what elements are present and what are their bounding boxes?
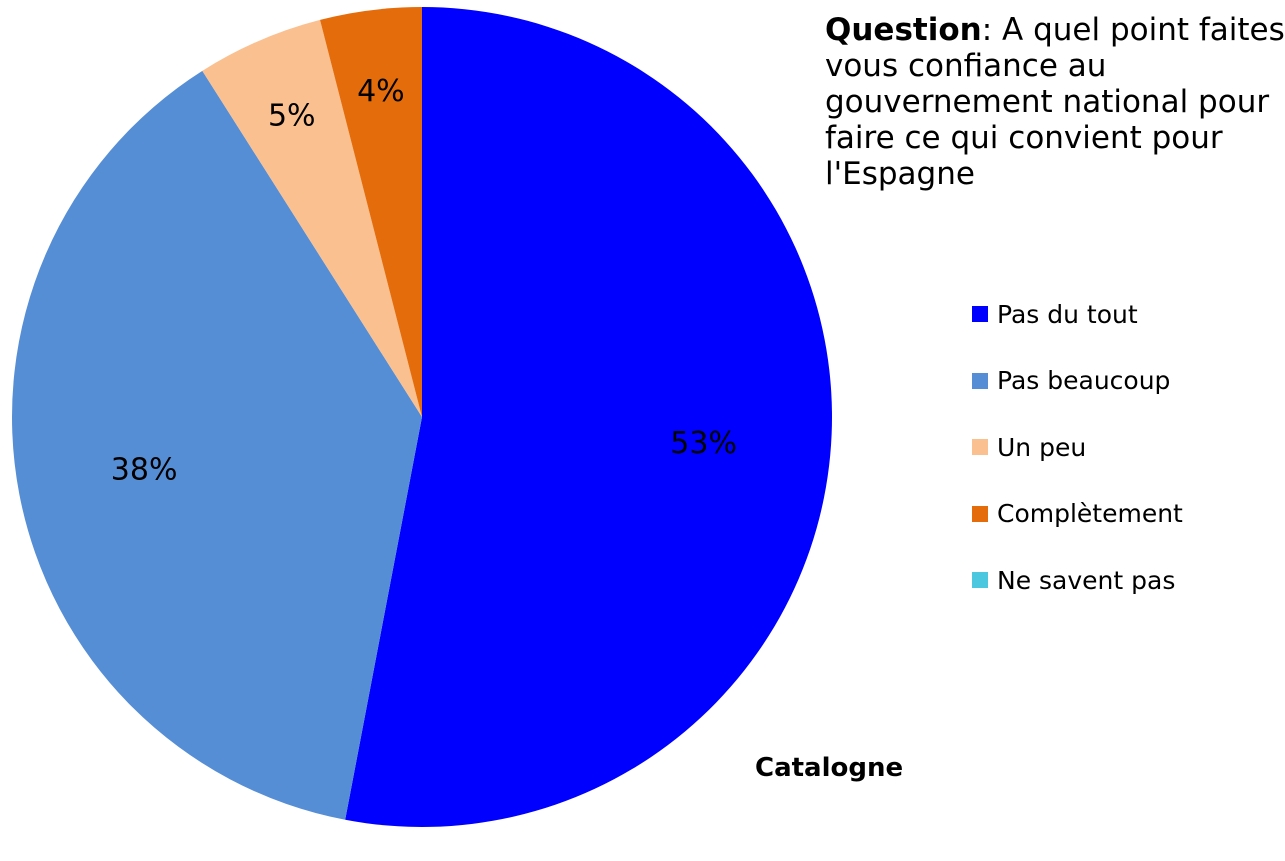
legend-swatch [972, 572, 988, 588]
pie-slices [12, 6, 832, 827]
slice-value-label: 38% [111, 453, 178, 488]
legend-label: Ne savent pas [997, 565, 1176, 595]
legend-item: Ne savent pas [972, 562, 1183, 598]
legend-swatch [972, 306, 988, 322]
legend-label: Complètement [997, 499, 1183, 528]
question-text: : A quel point faites vous confiance au … [825, 12, 1285, 192]
slice-value-label: 4% [357, 74, 405, 109]
chart-legend: Pas du tout Pas beaucoup Un peu Complète… [972, 296, 1183, 629]
pie-slice [345, 7, 832, 827]
legend-label: Pas du tout [997, 299, 1138, 329]
legend-label: Pas beaucoup [997, 366, 1171, 395]
legend-item: Un peu [972, 429, 1183, 465]
slice-value-label: 53% [670, 426, 737, 461]
region-label: Catalogne [755, 753, 904, 783]
legend-item: Complètement [972, 496, 1183, 532]
legend-swatch [972, 372, 988, 389]
legend-swatch [972, 505, 988, 522]
pie-slice [202, 19, 422, 418]
chart-question: Question: A quel point faites vous confi… [825, 12, 1285, 192]
pie-slice [320, 6, 422, 417]
legend-swatch [972, 439, 988, 455]
question-heading: Question [825, 12, 982, 48]
pie-slice [12, 70, 422, 820]
pie-slice-labels: 53% 38% 5% 4% [111, 74, 737, 487]
legend-item: Pas du tout [972, 296, 1183, 332]
legend-label: Un peu [997, 432, 1087, 462]
legend-item: Pas beaucoup [972, 363, 1183, 399]
slice-value-label: 5% [268, 98, 316, 133]
